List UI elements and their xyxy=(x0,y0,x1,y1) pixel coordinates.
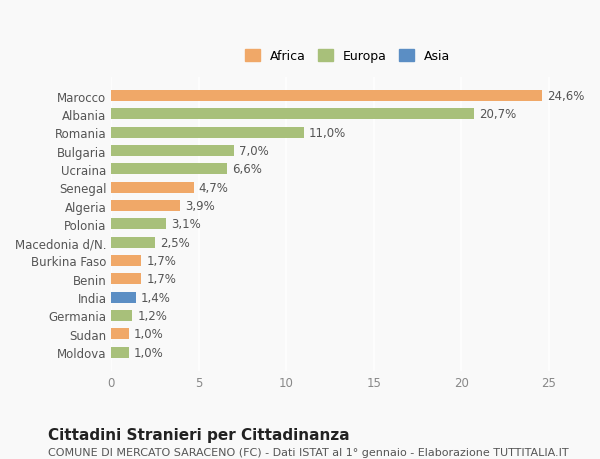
Bar xyxy=(112,274,141,285)
Text: 1,7%: 1,7% xyxy=(146,254,176,268)
Bar xyxy=(112,128,304,139)
Bar xyxy=(112,329,129,340)
Text: 6,6%: 6,6% xyxy=(232,163,262,176)
Bar xyxy=(112,310,133,321)
Text: 1,0%: 1,0% xyxy=(134,346,164,359)
Legend: Africa, Europa, Asia: Africa, Europa, Asia xyxy=(241,46,454,67)
Text: 7,0%: 7,0% xyxy=(239,145,269,158)
Text: 1,4%: 1,4% xyxy=(141,291,171,304)
Bar xyxy=(112,219,166,230)
Bar xyxy=(112,256,141,266)
Text: 4,7%: 4,7% xyxy=(199,181,229,194)
Text: 2,5%: 2,5% xyxy=(160,236,190,249)
Text: COMUNE DI MERCATO SARACENO (FC) - Dati ISTAT al 1° gennaio - Elaborazione TUTTIT: COMUNE DI MERCATO SARACENO (FC) - Dati I… xyxy=(48,448,569,458)
Bar xyxy=(112,237,155,248)
Bar xyxy=(112,109,473,120)
Text: 1,2%: 1,2% xyxy=(137,309,167,322)
Bar xyxy=(112,91,542,102)
Bar xyxy=(112,292,136,303)
Text: 24,6%: 24,6% xyxy=(547,90,584,103)
Text: Cittadini Stranieri per Cittadinanza: Cittadini Stranieri per Cittadinanza xyxy=(48,427,350,442)
Text: 3,1%: 3,1% xyxy=(171,218,200,231)
Text: 11,0%: 11,0% xyxy=(309,127,346,140)
Text: 1,7%: 1,7% xyxy=(146,273,176,285)
Bar xyxy=(112,182,194,193)
Bar xyxy=(112,164,227,175)
Text: 3,9%: 3,9% xyxy=(185,200,215,213)
Bar xyxy=(112,146,234,157)
Bar xyxy=(112,347,129,358)
Bar xyxy=(112,201,179,212)
Text: 20,7%: 20,7% xyxy=(479,108,516,121)
Text: 1,0%: 1,0% xyxy=(134,328,164,341)
